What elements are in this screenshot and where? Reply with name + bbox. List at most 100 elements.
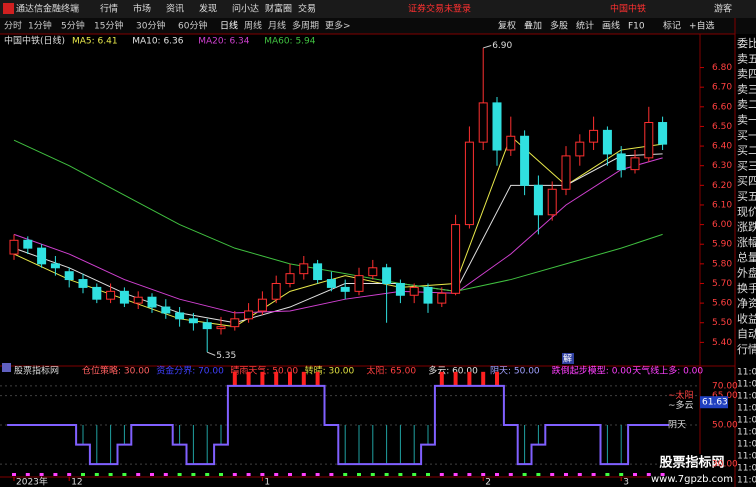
candle-body [271,282,281,300]
sun-bar [315,371,320,386]
period-tab[interactable]: 日线 [220,20,238,32]
sun-bar [467,371,472,386]
y-tick-label: 5.40 [712,338,732,348]
indicator-name: 股票指标网 [14,365,59,377]
period-tab[interactable]: 60分钟 [178,20,207,32]
base-dot [453,473,458,476]
candle-body [230,318,240,328]
candle-body [64,271,74,281]
base-dot [508,473,513,476]
base-dot [67,473,72,476]
period-tab[interactable]: 月线 [268,20,286,32]
candle-body [244,310,254,320]
base-dot [274,473,279,476]
y-tick-label: 6.00 [712,220,732,230]
extreme-label: 5.35 [216,351,236,361]
watermark-url: www.7gpzb.com [651,474,733,485]
menu-item[interactable]: 交易 [298,3,316,15]
menu-item[interactable]: 问小达 [232,3,259,15]
period-tab[interactable]: 30分钟 [136,20,165,32]
quote-label: 卖四 [737,68,756,81]
time-label: 11:02 [737,380,756,390]
indicator-label: 转晴: 30.00 [305,365,355,377]
quote-label: 涨跌 [737,220,756,234]
candle-body [630,157,640,171]
base-dot [384,473,389,476]
time-label: 11:02 [737,440,756,450]
period-tab[interactable]: 更多> [325,20,351,32]
candle-body [451,224,461,294]
candle-body [23,239,33,249]
y-tick-label: 5.60 [712,299,732,309]
current-box [700,396,728,409]
quote-label: 涨幅 [737,236,756,249]
candle-body [589,129,599,143]
base-dot [315,473,320,476]
tag[interactable]: 解 [563,353,572,365]
ma-label: MA20: 6.34 [198,37,250,47]
quote-label: 换手 [737,281,756,295]
toolbar-button[interactable]: 画线 [602,20,620,32]
toolbar-button[interactable]: 统计 [576,20,594,32]
sun-bar [301,371,306,386]
base-dot [150,473,154,476]
sun-bar [495,371,499,386]
line-tag: 阴天 [668,420,686,431]
period-tab[interactable]: 15分钟 [94,20,123,32]
toolbar-button[interactable]: F10 [628,22,645,32]
y-tick-label: 6.20 [712,181,732,191]
toolbar-button[interactable]: +自选 [689,20,715,32]
candle-body [354,275,364,292]
base-dot [94,473,99,476]
base-dot [564,473,568,476]
candle-body [533,184,543,216]
candle-body [575,141,585,157]
indicator-tick-label: 30.00 [712,460,738,470]
time-label: 11:02 [737,392,756,402]
menu-item[interactable]: 资讯 [166,4,184,15]
base-dot [136,473,141,476]
quote-label: 买四 [737,175,756,188]
menu-item[interactable]: 发现 [199,3,217,15]
candle-body [464,141,474,226]
indicator-label: 资金分界: 70.00 [156,365,224,377]
base-dot [591,473,596,476]
period-tab[interactable]: 1分钟 [28,20,52,32]
base-dot [550,473,555,476]
candle-body [368,267,378,277]
base-dot [301,473,306,476]
login-alert[interactable]: 证券交易未登录 [408,3,471,15]
toolbar-button[interactable]: 标记 [663,20,681,32]
quote-label: 卖一 [737,114,756,127]
period-tab[interactable]: 周线 [244,20,262,32]
base-dot [412,473,417,476]
toolbar-button[interactable]: 复权 [498,20,516,32]
extreme-pointer [207,351,216,356]
indicator-icon [2,363,11,372]
candle-body [285,273,295,284]
base-dot [398,473,403,476]
toolbar-button[interactable]: 多股 [550,20,568,32]
y-tick-label: 5.90 [712,240,732,250]
quote-label: 净资 [737,296,756,310]
user[interactable]: 游客 [714,3,732,15]
candle-body [492,102,502,151]
toolbar-button[interactable]: 叠加 [524,21,542,32]
menu-item[interactable]: 市场 [133,3,151,15]
menu-item[interactable]: 行情 [100,3,118,15]
candle-body [299,263,309,275]
indicator-label: 阴天: 50.00 [490,366,540,377]
candle-body [395,282,405,296]
period-tab[interactable]: 分时 [4,20,22,32]
stock-name[interactable]: 中国中铁 [610,3,646,15]
period-tab[interactable]: 5分钟 [61,20,85,32]
sun-bar [246,371,251,386]
base-dot [619,473,624,476]
candle-body [106,290,116,300]
base-dot [163,473,168,476]
indicator-label: 跌倒起步模型: 0.00 [552,365,632,377]
y-tick-label: 6.80 [712,63,732,73]
menu-item[interactable]: 财富圈 [265,3,292,15]
period-tab[interactable]: 多周期 [292,20,319,32]
